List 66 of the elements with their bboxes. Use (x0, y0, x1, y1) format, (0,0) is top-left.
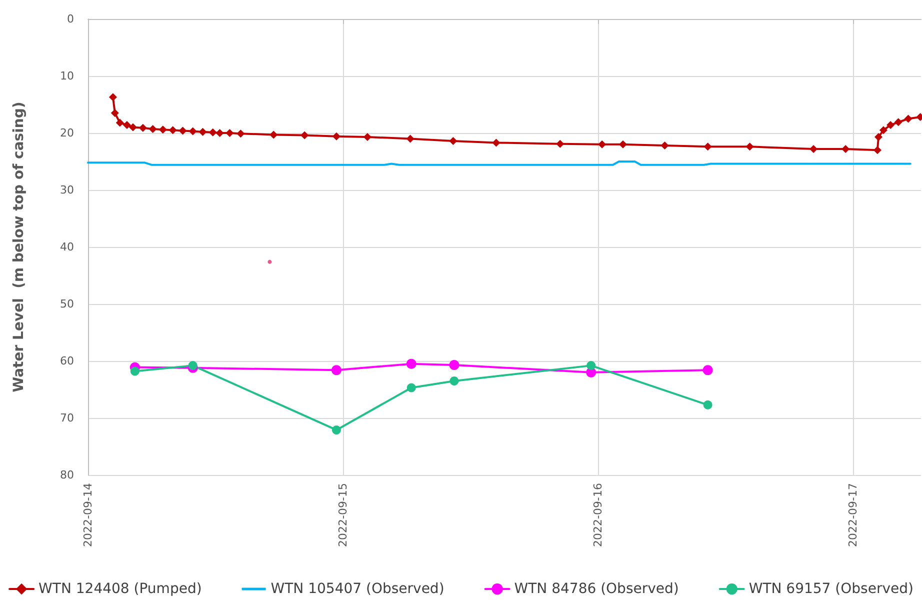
point (873, 146, 882, 154)
point (270, 130, 278, 139)
point (331, 365, 342, 376)
point (406, 383, 416, 392)
point (702, 365, 713, 376)
point (138, 124, 147, 132)
y-tick-label: 70 (60, 412, 74, 424)
point (598, 140, 606, 148)
y-axis-title: Water Level (m below top of casing) (11, 102, 27, 392)
point (886, 121, 895, 130)
point (874, 132, 882, 141)
point (116, 118, 124, 127)
point (178, 126, 187, 135)
y-tick-label: 50 (60, 298, 74, 310)
y-tick-label: 60 (60, 354, 74, 368)
point (660, 142, 669, 150)
point (236, 130, 245, 138)
point (879, 126, 888, 134)
point (188, 127, 197, 136)
y-tick-label: 40 (60, 240, 74, 254)
point (406, 358, 416, 369)
x-tick-label: 2022-09-16 (592, 483, 604, 547)
point (450, 376, 459, 386)
point (268, 260, 272, 264)
y-tick-label: 10 (60, 70, 74, 82)
legend-label: WTN 105407 (Observed) (270, 581, 444, 597)
point (332, 132, 340, 140)
point (618, 140, 627, 148)
point (108, 93, 117, 102)
y-tick-label: 0 (67, 12, 74, 26)
point (904, 114, 912, 123)
point (208, 128, 217, 136)
point (492, 138, 500, 147)
x-tick-label: 2022-09-14 (82, 483, 94, 547)
point (158, 126, 167, 134)
y-tick-label: 80 (60, 468, 74, 482)
point (406, 134, 414, 143)
point (130, 366, 140, 376)
point (894, 118, 902, 126)
legend-label: WTN 69157 (Observed) (748, 581, 914, 597)
point (586, 361, 596, 370)
x-tick-label: 2022-09-15 (336, 483, 350, 547)
point (188, 361, 198, 370)
point (110, 109, 119, 118)
y-tick-label: 20 (60, 126, 74, 140)
point (556, 140, 564, 148)
point (746, 142, 754, 151)
point (300, 131, 309, 140)
point (148, 125, 157, 134)
point (332, 425, 341, 434)
point (128, 123, 137, 132)
point (226, 129, 234, 137)
point (704, 142, 712, 151)
point (449, 360, 460, 370)
point (363, 132, 372, 141)
point (122, 121, 131, 130)
point (842, 144, 850, 153)
point (168, 126, 177, 134)
legend-label: WTN 84786 (Observed) (514, 581, 679, 597)
legend-label: WTN 124408 (Pumped) (38, 581, 202, 597)
point (198, 128, 207, 136)
x-tick-label: 2022-09-17 (846, 483, 860, 547)
point (216, 129, 224, 137)
y-tick-label: 30 (60, 184, 74, 196)
point (703, 400, 712, 410)
point (449, 136, 458, 145)
